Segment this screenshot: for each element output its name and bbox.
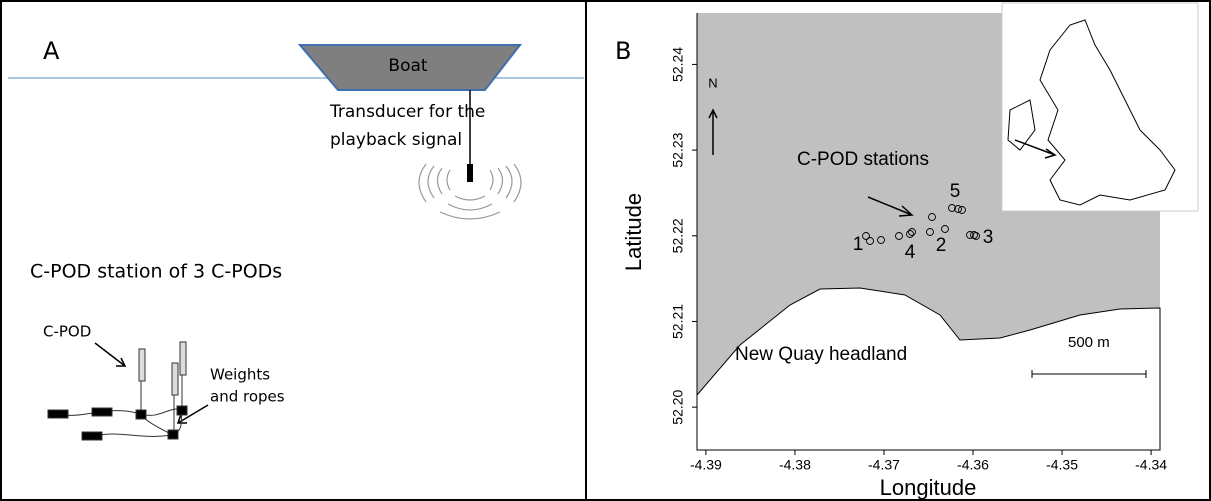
stations-label: C-POD stations <box>797 149 929 170</box>
x-tick-label: -4.39 <box>690 457 722 473</box>
y-tick-label: 52.21 <box>670 304 686 339</box>
weights-label: and ropes <box>210 388 285 406</box>
station-label: C-POD station of 3 C-PODs <box>30 261 282 283</box>
weights-label: Weights <box>210 366 270 384</box>
scale-label: 500 m <box>1068 334 1110 351</box>
y-tick-label: 52.23 <box>670 132 686 167</box>
x-tick-label: -4.35 <box>1046 457 1078 473</box>
y-tick-label: 52.20 <box>670 389 686 424</box>
x-tick-label: -4.38 <box>779 457 811 473</box>
x-tick-label: -4.37 <box>868 457 900 473</box>
transducer-label: playback signal <box>330 130 462 150</box>
headland-label: New Quay headland <box>735 344 907 365</box>
y-tick-label: 52.22 <box>670 218 686 253</box>
x-tick-label: -4.34 <box>1135 457 1167 473</box>
boat-label: Boat <box>388 56 427 76</box>
panel-a: A Boat Transducer for the playback signa… <box>8 37 584 440</box>
x-tick-label: -4.36 <box>957 457 989 473</box>
north-label: N <box>708 75 717 90</box>
station-number: 1 <box>853 234 864 255</box>
figure: A Boat Transducer for the playback signa… <box>0 0 1211 501</box>
panel-letter: A <box>43 37 60 65</box>
station-number: 3 <box>983 227 994 248</box>
station-number: 5 <box>950 181 961 202</box>
y-tick-label: 52.24 <box>670 47 686 82</box>
transducer-label: Transducer for the <box>329 102 485 122</box>
panel-letter: B <box>615 37 631 65</box>
x-axis-label: Longitude <box>880 475 977 500</box>
panel-b: B N C-POD stations New Quay headland 500… <box>615 3 1198 500</box>
station-number: 2 <box>936 235 947 256</box>
cpods <box>48 342 187 440</box>
station-number: 4 <box>905 242 916 263</box>
transducer <box>467 164 473 182</box>
y-axis-label: Latitude <box>621 193 646 271</box>
cpod-label: C-POD <box>43 323 91 341</box>
